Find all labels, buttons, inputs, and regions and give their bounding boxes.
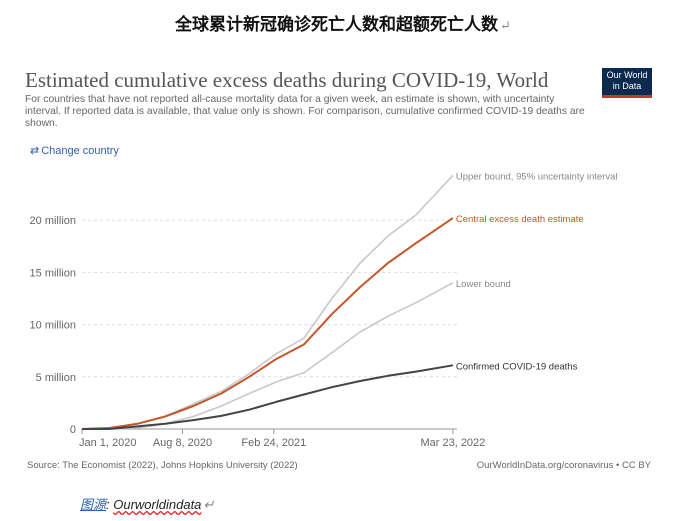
series-line xyxy=(82,282,454,430)
series-label: Upper bound, 95% uncertainty interval xyxy=(456,171,618,182)
document-title-text: 全球累计新冠确诊死亡人数和超额死亡人数 xyxy=(175,15,499,35)
series-label: Confirmed COVID-19 deaths xyxy=(456,361,578,372)
y-tick-label: 0 xyxy=(70,424,76,436)
caption-label: 图源 xyxy=(80,497,107,512)
series-line xyxy=(81,174,454,430)
x-tick-label: Aug 8, 2020 xyxy=(153,437,212,449)
series-line xyxy=(81,217,454,430)
caption-paragraph-mark: ↵ xyxy=(203,497,215,512)
chart-license[interactable]: OurWorldInData.org/coronavirus • CC BY xyxy=(476,460,651,471)
chart-card: 0 5 million 10 million 15 million 20 million… xyxy=(25,64,661,480)
logo-line-2: in Data xyxy=(612,81,642,91)
chart-subtitle: For countries that have not reported all… xyxy=(25,94,585,129)
chart-plot: 0 5 million 10 million 15 million 20 million… xyxy=(30,171,618,449)
series-label: Central excess death estimate xyxy=(456,214,584,225)
chart-source: Source: The Economist (2022), Johns Hopk… xyxy=(27,460,298,471)
paragraph-mark: ↵ xyxy=(500,19,511,34)
x-tick-label: Mar 23, 2022 xyxy=(420,437,485,449)
x-tick-label: Feb 24, 2021 xyxy=(241,437,306,449)
y-tick-label: 15 million xyxy=(30,267,76,279)
y-tick-label: 5 million xyxy=(36,372,76,384)
swap-arrows-icon: ⇄ xyxy=(30,145,40,157)
x-tick-label: Jan 1, 2020 xyxy=(79,437,137,449)
series-label: Lower bound xyxy=(456,279,511,290)
series-line xyxy=(82,364,454,430)
y-tick-label: 20 million xyxy=(30,215,76,227)
caption-source: Ourworldindata xyxy=(113,497,202,512)
owid-logo[interactable]: Our World in Data xyxy=(602,68,652,98)
change-country-button[interactable]: ⇄ Change country xyxy=(30,144,119,157)
figure-caption: 图源: Ourworldindata ↵ xyxy=(80,494,214,513)
caption-separator: : xyxy=(106,497,114,512)
logo-line-1: Our World xyxy=(606,70,648,80)
change-country-label: Change country xyxy=(41,145,119,157)
document-title: 全球累计新冠确诊死亡人数和超额死亡人数 ↵ xyxy=(0,10,686,35)
chart-title: Estimated cumulative excess deaths durin… xyxy=(25,68,549,92)
y-tick-label: 10 million xyxy=(30,320,76,332)
